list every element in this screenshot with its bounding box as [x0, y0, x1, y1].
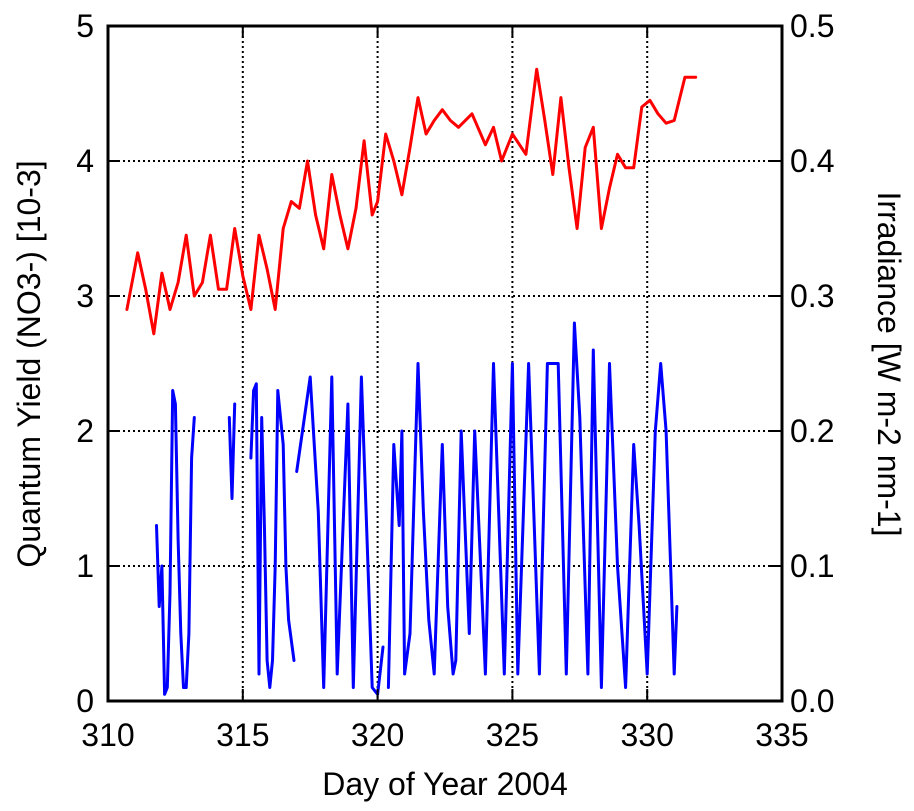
y-right-tick-label: 0.1: [790, 548, 834, 584]
y-left-tick-label: 2: [76, 413, 94, 449]
plot-frame: [106, 24, 784, 703]
x-tick-label: 330: [621, 717, 674, 753]
y-left-tick-label: 0: [76, 683, 94, 719]
y-right-tick-label: 0.3: [790, 278, 834, 314]
y-right-tick-label: 0.2: [790, 413, 834, 449]
y-right-tick-label: 0.4: [790, 143, 834, 179]
blue-series-line-segment: [227, 402, 237, 500]
blue-series-line-segment: [249, 382, 296, 689]
y-left-tick-label: 4: [76, 143, 94, 179]
y-right-tick-label: 0.0: [790, 683, 834, 719]
y-right-tick-label: 0.5: [790, 8, 834, 44]
x-axis-label: Day of Year 2004: [322, 766, 568, 802]
y-axis-left-label: Quantum Yield (NO3-) [10-3]: [11, 160, 47, 567]
x-tick-label: 315: [216, 717, 269, 753]
x-tick-label: 335: [755, 717, 808, 753]
red-series-line: [125, 67, 698, 336]
blue-series-line-segment: [295, 375, 385, 696]
y-left-tick-label: 3: [76, 278, 94, 314]
tick-labels: 310 315 320 325 330 335 0 1 2 3 4 5 0.0 0.1 0.2 0.3 0.4 0…: [76, 8, 834, 753]
x-tick-label: 325: [486, 717, 539, 753]
blue-series-line-segment: [386, 321, 679, 689]
x-tick-label: 320: [351, 717, 404, 753]
series-layer: [125, 67, 698, 696]
x-tick-label: 310: [81, 717, 134, 753]
y-axis-right-label: Irradiance [W m-2 nm-1]: [871, 192, 907, 537]
y-left-tick-label: 5: [76, 8, 94, 44]
axis-ticks: [107, 25, 783, 702]
grid-lines: [108, 26, 782, 701]
blue-series-line-segment: [155, 389, 196, 696]
y-left-tick-label: 1: [76, 548, 94, 584]
